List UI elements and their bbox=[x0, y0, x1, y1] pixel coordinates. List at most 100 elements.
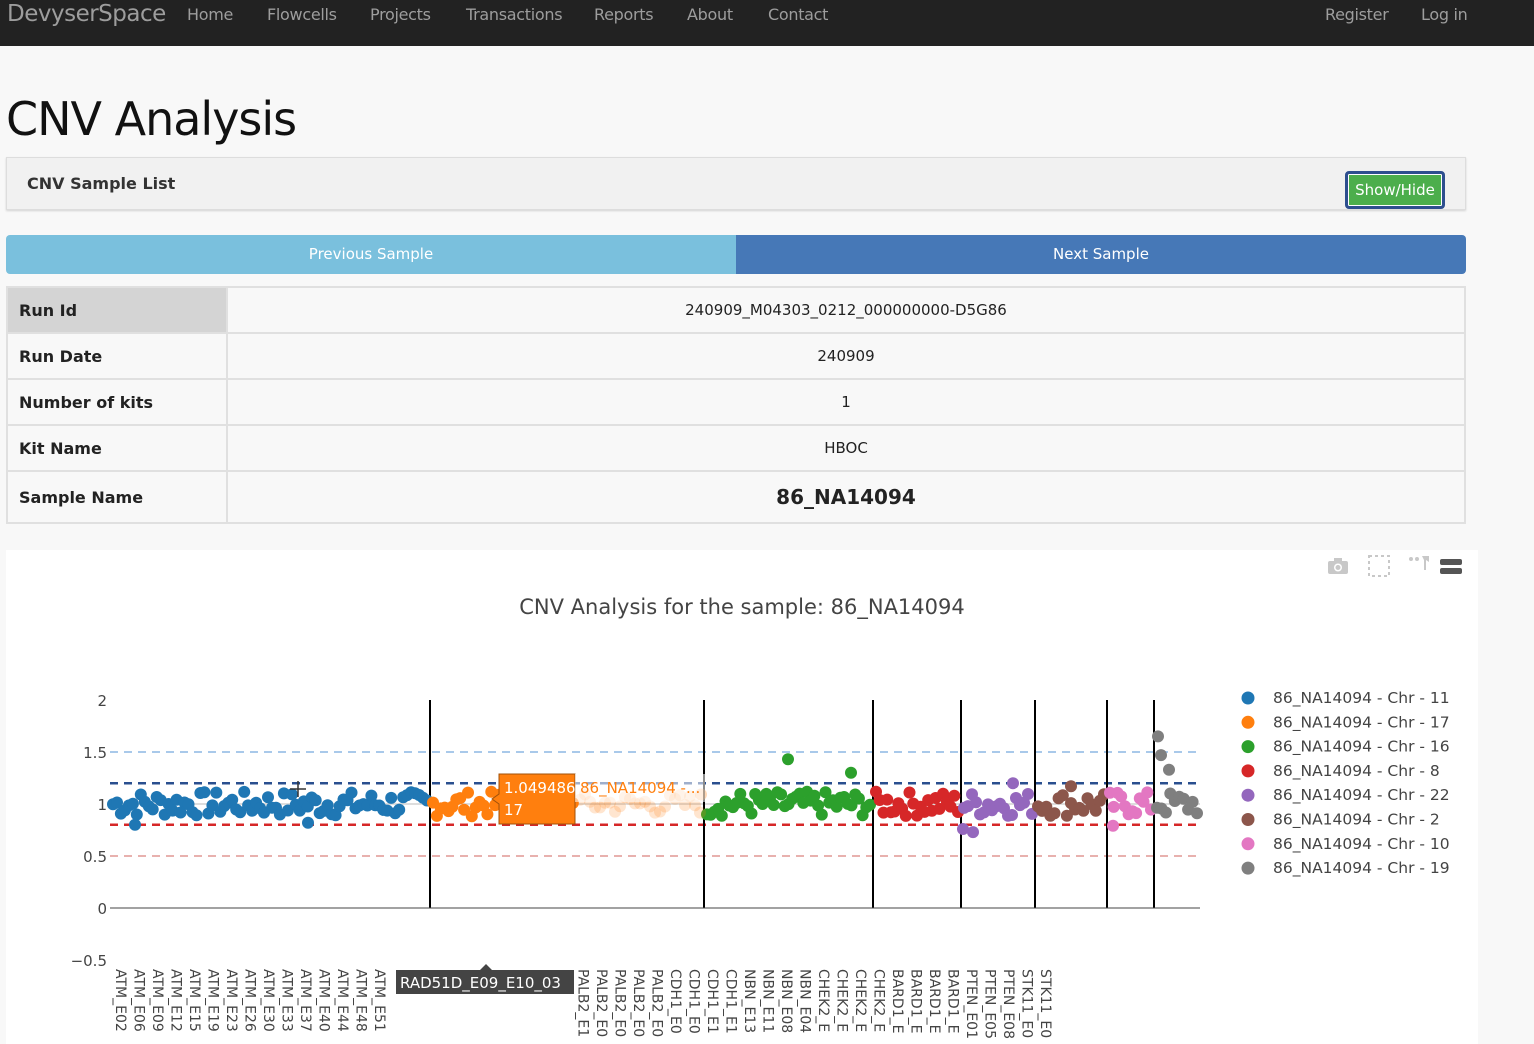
data-point[interactable] bbox=[715, 809, 728, 822]
data-point[interactable] bbox=[948, 789, 961, 802]
data-point[interactable] bbox=[734, 787, 747, 800]
data-point[interactable] bbox=[654, 805, 666, 818]
data-point[interactable] bbox=[815, 808, 828, 821]
data-point[interactable] bbox=[111, 796, 123, 809]
nav-home[interactable]: Home bbox=[187, 5, 234, 24]
nav-contact[interactable]: Contact bbox=[768, 5, 829, 24]
data-point[interactable] bbox=[881, 793, 894, 806]
data-point[interactable] bbox=[864, 798, 876, 811]
legend-marker[interactable] bbox=[1241, 740, 1255, 754]
data-point[interactable] bbox=[329, 809, 342, 822]
data-point[interactable] bbox=[1107, 800, 1120, 813]
data-point[interactable] bbox=[285, 788, 298, 801]
data-point[interactable] bbox=[1115, 790, 1128, 803]
brand-logo[interactable]: DevyserSpace bbox=[7, 1, 166, 27]
data-point[interactable] bbox=[830, 800, 843, 813]
data-point[interactable] bbox=[210, 786, 223, 799]
data-point[interactable] bbox=[852, 792, 865, 805]
data-point[interactable] bbox=[1060, 809, 1073, 822]
show-hide-button[interactable]: Show/Hide bbox=[1345, 171, 1445, 209]
data-point[interactable] bbox=[309, 794, 322, 807]
data-point[interactable] bbox=[1077, 804, 1090, 817]
data-point[interactable] bbox=[903, 786, 916, 799]
legend-item[interactable]: 86_NA14094 - Chr - 22 bbox=[1273, 786, 1450, 805]
data-point[interactable] bbox=[694, 806, 706, 819]
legend-item[interactable]: 86_NA14094 - Chr - 2 bbox=[1273, 811, 1440, 830]
nav-register[interactable]: Register bbox=[1325, 5, 1389, 24]
data-point[interactable] bbox=[967, 826, 979, 839]
data-point[interactable] bbox=[1022, 788, 1034, 800]
data-point[interactable] bbox=[226, 793, 239, 806]
data-point[interactable] bbox=[1186, 795, 1199, 808]
data-point[interactable] bbox=[365, 789, 378, 802]
data-point[interactable] bbox=[649, 806, 661, 819]
data-point[interactable] bbox=[1137, 795, 1150, 808]
data-point[interactable] bbox=[174, 806, 187, 819]
legend-marker[interactable] bbox=[1241, 764, 1255, 778]
data-point[interactable] bbox=[238, 785, 251, 798]
legend-marker[interactable] bbox=[1241, 788, 1255, 802]
legend-item[interactable]: 86_NA14094 - Chr - 10 bbox=[1273, 835, 1450, 854]
data-point[interactable] bbox=[644, 800, 656, 813]
data-point[interactable] bbox=[302, 816, 314, 829]
nav-flowcells[interactable]: Flowcells bbox=[267, 5, 337, 24]
data-point[interactable] bbox=[819, 786, 832, 799]
data-point[interactable] bbox=[933, 802, 946, 815]
data-point[interactable] bbox=[1152, 730, 1164, 743]
data-point[interactable] bbox=[1056, 789, 1069, 802]
data-point[interactable] bbox=[589, 801, 601, 814]
data-point[interactable] bbox=[481, 808, 494, 821]
data-point[interactable] bbox=[775, 788, 788, 801]
data-point[interactable] bbox=[1130, 807, 1143, 820]
camera-icon[interactable] bbox=[1328, 558, 1348, 574]
data-point[interactable] bbox=[812, 799, 825, 812]
legend-marker[interactable] bbox=[1241, 837, 1255, 851]
legend[interactable]: 86_NA14094 - Chr - 11 86_NA14094 - Chr - … bbox=[1241, 689, 1450, 878]
data-point[interactable] bbox=[1155, 749, 1167, 762]
data-point[interactable] bbox=[321, 799, 334, 812]
legend-item[interactable]: 86_NA14094 - Chr - 11 bbox=[1273, 689, 1450, 708]
legend-marker[interactable] bbox=[1241, 691, 1255, 705]
data-point[interactable] bbox=[262, 791, 274, 804]
data-point[interactable] bbox=[970, 796, 982, 809]
data-point[interactable] bbox=[1006, 809, 1018, 821]
data-point[interactable] bbox=[614, 800, 626, 813]
data-point[interactable] bbox=[385, 791, 398, 804]
data-point[interactable] bbox=[1107, 819, 1119, 832]
legend-item[interactable]: 86_NA14094 - Chr - 16 bbox=[1273, 738, 1450, 757]
legend-item[interactable]: 86_NA14094 - Chr - 19 bbox=[1273, 859, 1450, 878]
legend-marker[interactable] bbox=[1241, 715, 1255, 729]
nav-reports[interactable]: Reports bbox=[594, 5, 654, 24]
hover-compare-icon[interactable] bbox=[1440, 559, 1462, 574]
nav-about[interactable]: About bbox=[687, 5, 733, 24]
data-points[interactable] bbox=[107, 730, 1203, 839]
data-point[interactable] bbox=[609, 805, 621, 818]
data-point[interactable] bbox=[782, 753, 794, 766]
data-point[interactable] bbox=[1159, 806, 1172, 819]
data-point[interactable] bbox=[130, 808, 143, 821]
data-point[interactable] bbox=[689, 799, 701, 812]
legend-item[interactable]: 86_NA14094 - Chr - 8 bbox=[1273, 762, 1440, 781]
data-point[interactable] bbox=[1191, 807, 1203, 820]
legend-item[interactable]: 86_NA14094 - Chr - 17 bbox=[1273, 713, 1450, 732]
data-point[interactable] bbox=[1065, 780, 1077, 793]
nav-login[interactable]: Log in bbox=[1421, 5, 1468, 24]
box-select-icon[interactable] bbox=[1368, 555, 1390, 577]
data-point[interactable] bbox=[767, 799, 780, 811]
nav-transactions[interactable]: Transactions bbox=[466, 5, 563, 24]
data-point[interactable] bbox=[1007, 777, 1019, 790]
data-point[interactable] bbox=[1048, 807, 1061, 820]
data-point[interactable] bbox=[146, 803, 159, 816]
data-point[interactable] bbox=[462, 786, 474, 799]
data-point[interactable] bbox=[190, 809, 203, 822]
legend-marker[interactable] bbox=[1241, 861, 1255, 875]
data-point[interactable] bbox=[1141, 786, 1154, 799]
legend-marker[interactable] bbox=[1241, 813, 1255, 826]
data-point[interactable] bbox=[808, 789, 821, 802]
data-point[interactable] bbox=[198, 786, 211, 799]
data-point[interactable] bbox=[1040, 800, 1053, 813]
data-point[interactable] bbox=[659, 800, 671, 813]
data-point[interactable] bbox=[393, 803, 406, 816]
zoom-icon[interactable] bbox=[1409, 556, 1429, 570]
